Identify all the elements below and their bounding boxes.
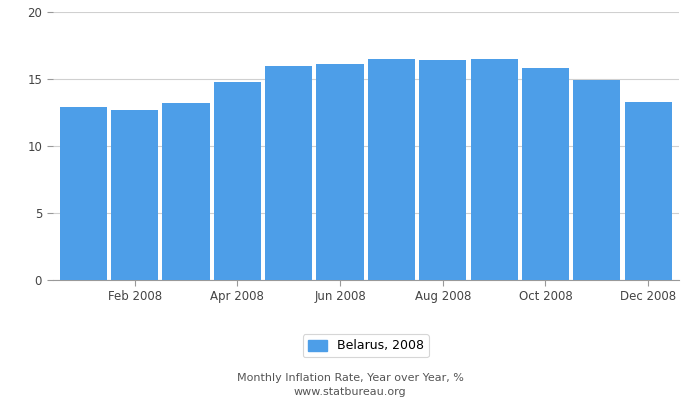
Text: www.statbureau.org: www.statbureau.org (294, 387, 406, 397)
Bar (470, 59, 518, 280)
Bar (573, 80, 620, 280)
Bar (60, 107, 107, 280)
Bar (214, 82, 261, 280)
Legend: Belarus, 2008: Belarus, 2008 (303, 334, 428, 358)
Bar (316, 64, 364, 280)
Bar (522, 68, 569, 280)
Bar (419, 60, 466, 280)
Text: Monthly Inflation Rate, Year over Year, %: Monthly Inflation Rate, Year over Year, … (237, 373, 463, 383)
Bar (624, 102, 672, 280)
Bar (368, 59, 415, 280)
Bar (265, 66, 312, 280)
Bar (162, 103, 209, 280)
Bar (111, 110, 158, 280)
